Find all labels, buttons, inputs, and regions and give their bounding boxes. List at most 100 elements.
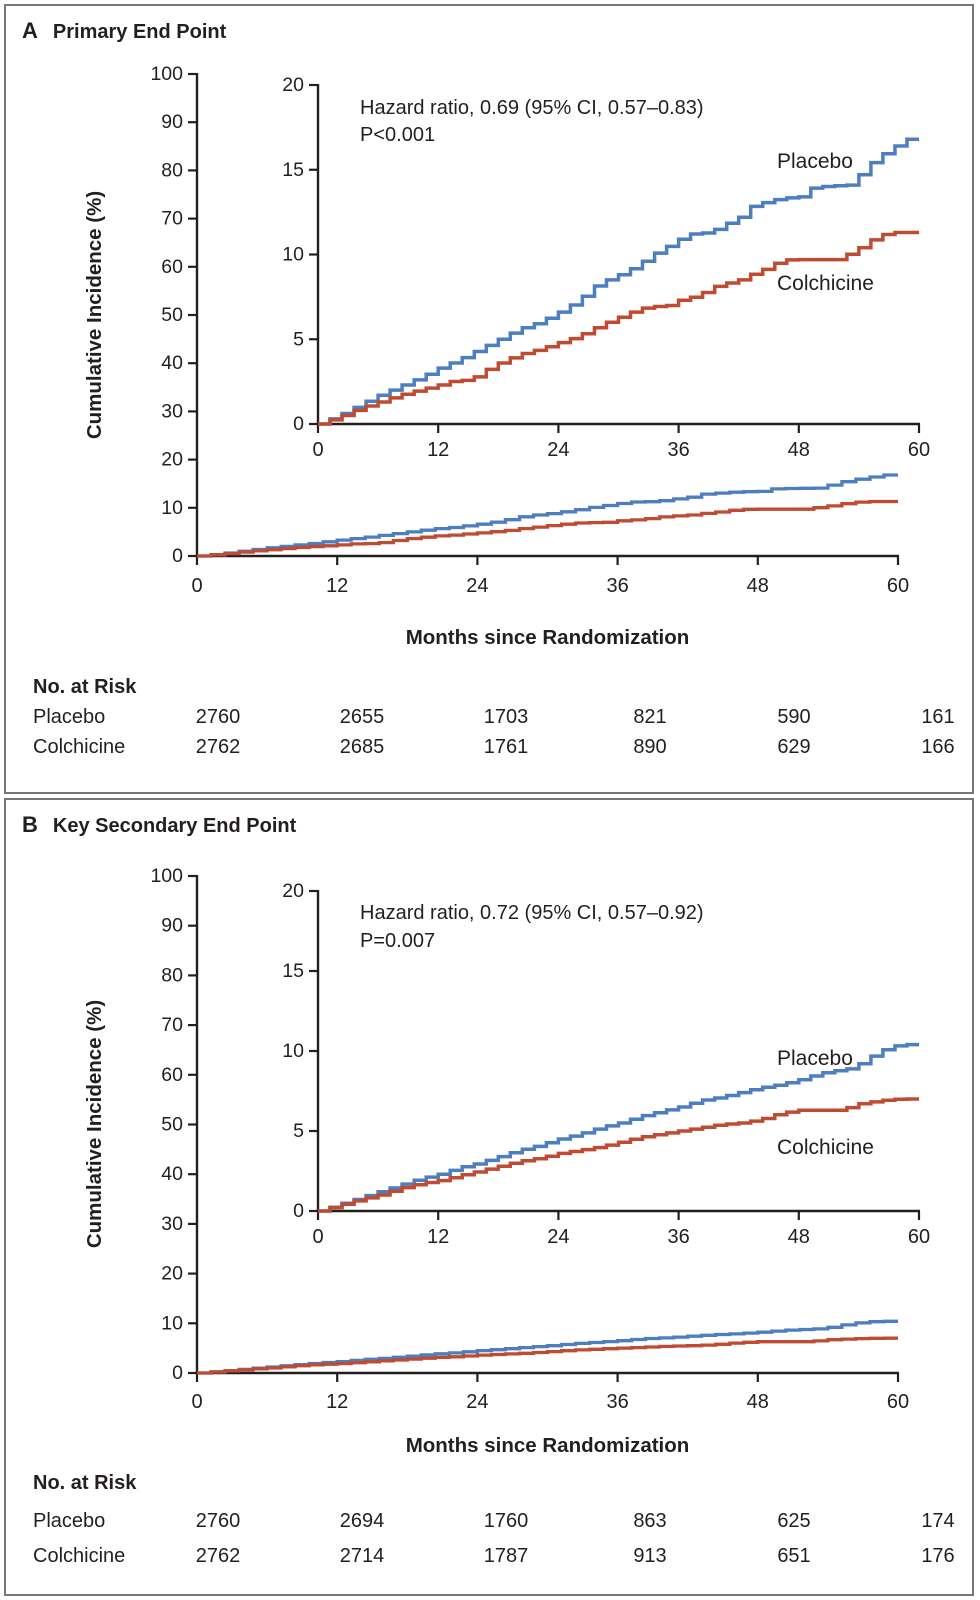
main-x-tick-label: 60 (887, 1391, 909, 1413)
inset-y-tick-label: 15 (282, 960, 304, 982)
main-y-tick-label: 80 (161, 964, 183, 986)
risk-count: 863 (633, 1510, 666, 1532)
risk-count: 2762 (196, 1545, 241, 1567)
risk-table-title: No. at Risk (33, 676, 137, 698)
series-label-colchicine: Colchicine (777, 1136, 874, 1159)
main-x-tick-label: 60 (887, 575, 909, 597)
panel-key-secondary-end-point: B Key Secondary End Point 0 10 20 30 40 50 60 7… (4, 798, 974, 1596)
risk-count: 2694 (340, 1510, 385, 1532)
inset-x-tick-label: 60 (908, 439, 930, 461)
main-y-tick-label: 30 (161, 400, 183, 422)
inset-series-placebo-curve (318, 137, 919, 426)
risk-count: 1787 (484, 1545, 529, 1567)
main-x-tick-label: 36 (606, 575, 628, 597)
risk-row-label-colchicine: Colchicine (33, 736, 125, 758)
risk-count: 2762 (196, 736, 241, 758)
risk-count: 161 (921, 706, 954, 728)
inset-x-tick-label: 48 (788, 439, 810, 461)
panel-primary-end-point: A Primary End Point 0 10 20 30 40 50 60 70 80 90 1… (4, 4, 974, 794)
inset-y-tick-label: 0 (293, 1200, 304, 1222)
main-y-tick-label: 40 (161, 352, 183, 374)
main-y-tick-label: 60 (161, 1064, 183, 1086)
risk-count: 2655 (340, 706, 385, 728)
hazard-ratio-annotation: Hazard ratio, 0.72 (95% CI, 0.57–0.92) (360, 902, 704, 924)
main-y-tick-label: 0 (172, 1362, 183, 1384)
risk-count: 2685 (340, 736, 385, 758)
main-y-tick-label: 30 (161, 1213, 183, 1235)
panel-b-letter: B (22, 812, 38, 837)
risk-count: 913 (633, 1545, 666, 1567)
panel-a-title: Primary End Point (52, 21, 227, 43)
main-series-placebo-curve (197, 473, 898, 558)
x-axis-title: Months since Randomization (406, 1434, 690, 1457)
main-y-tick-label: 10 (161, 497, 183, 519)
risk-row-label-colchicine: Colchicine (33, 1545, 125, 1567)
risk-count: 1760 (484, 1510, 529, 1532)
inset-x-tick-label: 0 (312, 439, 323, 461)
main-x-tick-label: 12 (326, 1391, 348, 1413)
main-x-tick-label: 0 (191, 1391, 202, 1413)
risk-table-title: No. at Risk (33, 1472, 137, 1494)
main-x-tick-label: 48 (747, 575, 769, 597)
main-series-colchicine-curve (197, 1336, 898, 1375)
main-x-tick-label: 24 (466, 575, 488, 597)
risk-count: 174 (921, 1510, 954, 1532)
risk-count: 2714 (340, 1545, 385, 1567)
main-y-tick-label: 80 (161, 159, 183, 181)
series-label-placebo: Placebo (777, 1047, 853, 1070)
inset-x-tick-label: 48 (788, 1226, 810, 1248)
panel-b-header: B Key Secondary End Point (22, 812, 296, 838)
panel-a-header: A Primary End Point (22, 18, 226, 44)
main-x-tick-label: 36 (606, 1391, 628, 1413)
inset-y-tick-label: 5 (293, 1120, 304, 1142)
inset-y-tick-label: 10 (282, 244, 304, 266)
p-value-annotation: P=0.007 (360, 930, 435, 952)
main-x-tick-label: 0 (191, 575, 202, 597)
main-y-tick-label: 20 (161, 1263, 183, 1285)
inset-y-tick-label: 20 (282, 74, 304, 96)
risk-count: 821 (633, 706, 666, 728)
panel-a-letter: A (22, 18, 38, 43)
inset-x-tick-label: 60 (908, 1226, 930, 1248)
main-y-tick-label: 90 (161, 111, 183, 133)
y-axis-title: Cumulative Incidence (%) (83, 191, 106, 439)
risk-count: 590 (777, 706, 810, 728)
series-label-colchicine: Colchicine (777, 272, 874, 295)
inset-y-tick-label: 5 (293, 328, 304, 350)
y-axis-title: Cumulative Incidence (%) (83, 1000, 106, 1248)
main-x-tick-label: 24 (466, 1391, 488, 1413)
main-y-tick-label: 90 (161, 915, 183, 937)
inset-x-tick-label: 0 (312, 1226, 323, 1248)
main-y-tick-label: 0 (172, 545, 183, 567)
risk-row-label-placebo: Placebo (33, 706, 105, 728)
main-series-colchicine-curve (197, 499, 898, 558)
main-x-tick-label: 12 (326, 575, 348, 597)
risk-count: 2760 (196, 1510, 241, 1532)
main-y-tick-label: 40 (161, 1163, 183, 1185)
inset-y-tick-label: 20 (282, 880, 304, 902)
inset-y-tick-label: 0 (293, 413, 304, 435)
inset-series-placebo-curve (318, 1042, 919, 1213)
series-label-placebo: Placebo (777, 150, 853, 173)
inset-x-tick-label: 24 (547, 1226, 569, 1248)
risk-count: 890 (633, 736, 666, 758)
main-y-tick-label: 70 (161, 208, 183, 230)
risk-count: 651 (777, 1545, 810, 1567)
inset-x-tick-label: 24 (547, 439, 569, 461)
hazard-ratio-annotation: Hazard ratio, 0.69 (95% CI, 0.57–0.83) (360, 97, 704, 119)
main-y-tick-label: 100 (150, 63, 183, 85)
risk-count: 176 (921, 1545, 954, 1567)
p-value-annotation: P<0.001 (360, 124, 435, 146)
inset-x-tick-label: 36 (667, 439, 689, 461)
main-x-tick-label: 48 (747, 1391, 769, 1413)
risk-count: 2760 (196, 706, 241, 728)
panel-b-title: Key Secondary End Point (52, 815, 297, 837)
inset-x-tick-label: 12 (427, 439, 449, 461)
main-y-tick-label: 20 (161, 449, 183, 471)
risk-count: 1761 (484, 736, 529, 758)
risk-count: 166 (921, 736, 954, 758)
inset-y-tick-label: 10 (282, 1040, 304, 1062)
